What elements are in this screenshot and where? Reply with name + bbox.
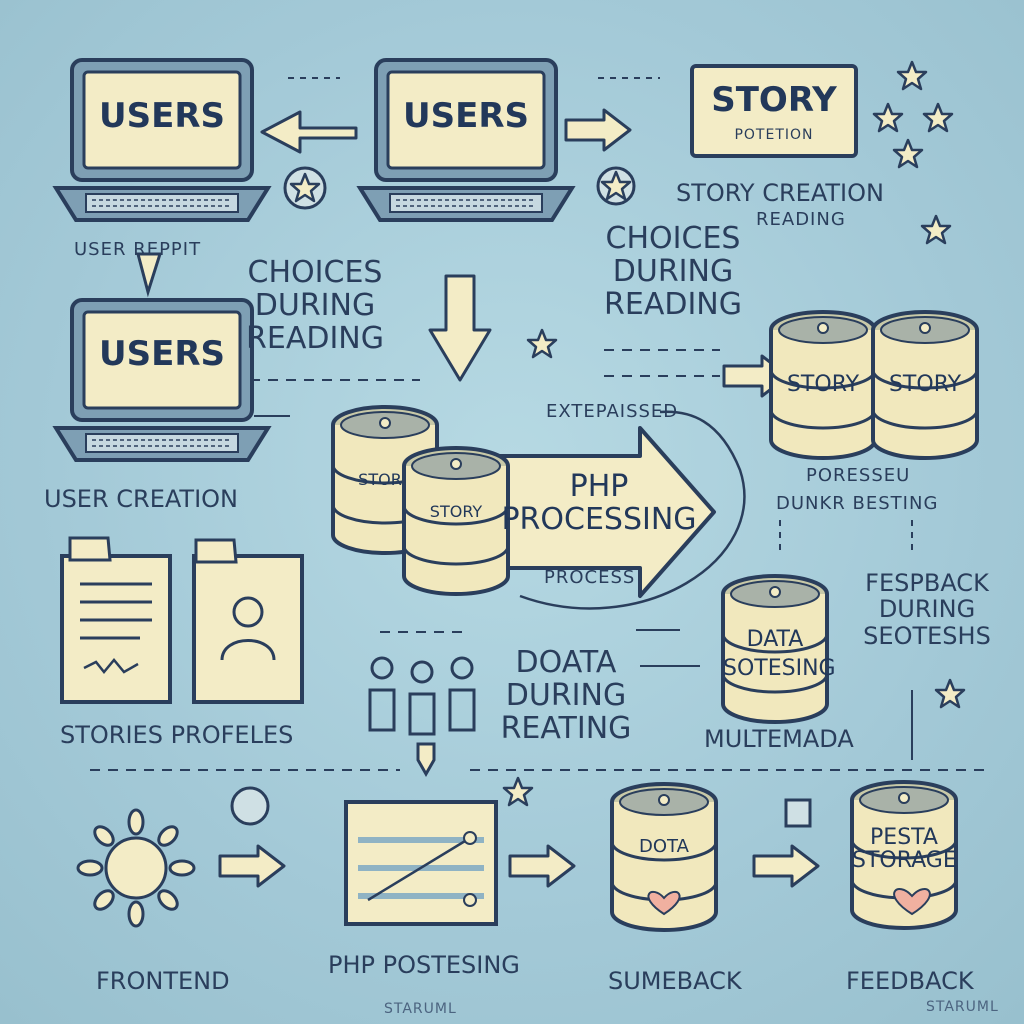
label-stories-profeles: STORIES PROFELES (60, 721, 294, 749)
drum-label-story-2: STORY (888, 372, 962, 397)
drum-label-data-sotesing: DATA SOTESING (723, 627, 836, 681)
label-story-creation: STORY CREATION (676, 179, 884, 207)
story-card-title: STORY (711, 80, 837, 120)
star-icon (922, 102, 954, 133)
badge-icon (784, 798, 812, 828)
laptop-screen-text: USERS (99, 96, 225, 136)
star-icon (934, 678, 966, 709)
label-user-creation: USER CREATION (44, 485, 239, 513)
php-processing-label: PHP PROCESSING (501, 469, 697, 537)
drum-label-stor: STOR (358, 470, 402, 489)
document-icon (60, 536, 172, 704)
label-fespback: FESPBACK DURING SEOTESHS (863, 569, 991, 650)
star-icon (892, 138, 924, 169)
php-processing-panel (344, 800, 498, 926)
label-reading: READING (756, 209, 846, 230)
label-dota-during: DOATA DURING REATING (500, 645, 632, 746)
laptop-screen-text: USERS (99, 334, 225, 374)
badge-icon (230, 786, 270, 826)
sun-icon (76, 808, 196, 928)
drum-label-dota: DOTA (639, 836, 689, 857)
arrow-right-icon (752, 844, 820, 888)
star-icon (920, 214, 952, 245)
story-card-subtitle: POTETION (734, 127, 814, 143)
arrow-left-icon (260, 110, 358, 154)
arrow-right-icon (508, 844, 576, 888)
label-extepassed: EXTEPAISSED (546, 401, 679, 422)
story-card (690, 64, 858, 158)
label-choices-right: CHOICES DURING READING (604, 221, 742, 322)
label-poresseu: PORESSEU (806, 465, 911, 486)
people-icon (368, 656, 476, 736)
laptop-users-3 (54, 298, 270, 462)
label-process: PROCESS (544, 567, 636, 588)
label-php-postesing: PHP POSTESING (328, 951, 520, 979)
arrow-down-icon (136, 252, 163, 298)
story-drum-front (402, 446, 510, 596)
label-feedback: FEEDBACK (846, 967, 974, 995)
laptop-users-2 (358, 58, 574, 222)
label-multemada: MULTEMADA (704, 725, 854, 753)
drum-label-storage: PESTA STORAGE (852, 825, 957, 874)
label-staruml: STARUML (926, 999, 999, 1015)
label-staruml: STARUML (384, 1001, 457, 1017)
star-icon (896, 60, 928, 91)
label-user-repit: USER REPPIT (74, 239, 202, 260)
drum-label-story-1: STORY (786, 372, 860, 397)
star-icon (872, 102, 904, 133)
heart-icon (893, 888, 931, 916)
drum-label-story: STORY (429, 502, 483, 521)
label-sumeback: SUMEBACK (608, 967, 742, 995)
arrow-right-icon (218, 844, 286, 888)
label-choices-left: CHOICES DURING READING (246, 255, 384, 356)
star-icon (502, 776, 534, 807)
laptop-users-1 (54, 58, 270, 222)
label-dunkr-besting: DUNKR BESTING (776, 493, 939, 514)
arrow-down-icon (428, 274, 492, 382)
profile-card-icon (192, 538, 304, 704)
heart-icon (647, 890, 681, 916)
arrow-right-icon (564, 108, 632, 152)
laptop-screen-text: USERS (403, 96, 529, 136)
label-frontend: FRONTEND (96, 967, 230, 995)
star-icon (526, 328, 558, 359)
